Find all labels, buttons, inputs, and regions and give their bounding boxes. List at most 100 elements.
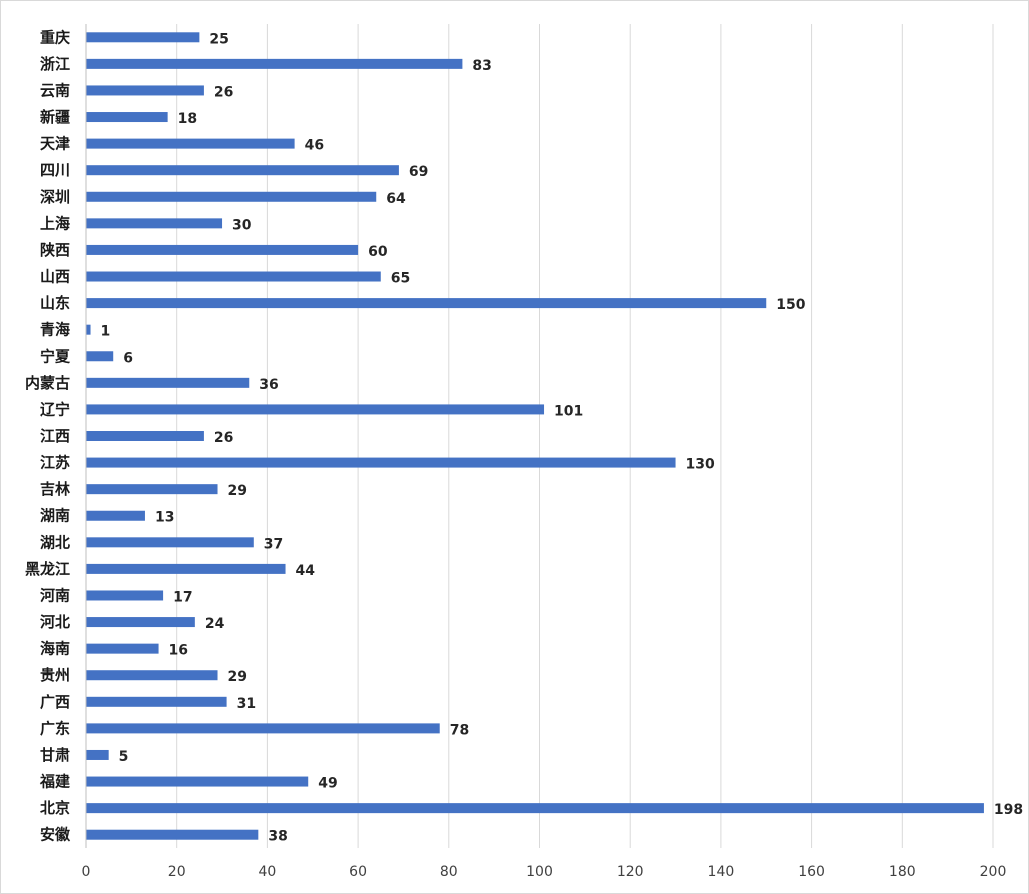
category-label: 甘肃	[40, 746, 70, 764]
category-label: 天津	[40, 135, 70, 153]
category-label: 新疆	[40, 108, 70, 126]
bar-山东	[86, 298, 767, 309]
x-tick-label: 100	[526, 864, 553, 880]
category-label: 北京	[40, 799, 70, 817]
data-label: 30	[232, 217, 252, 233]
data-label: 31	[237, 696, 256, 712]
bar-云南	[86, 85, 204, 96]
bar-浙江	[86, 58, 463, 69]
bar-上海	[86, 218, 223, 229]
category-label: 重庆	[40, 28, 70, 46]
bar-内蒙古	[86, 377, 250, 388]
bar-辽宁	[86, 404, 545, 415]
bar-福建	[86, 776, 309, 787]
data-label: 65	[391, 271, 410, 287]
data-label: 13	[155, 510, 174, 526]
x-tick-label: 180	[889, 864, 916, 880]
category-label: 吉林	[40, 480, 71, 498]
x-tick-label: 20	[168, 864, 186, 880]
data-label: 38	[268, 829, 287, 845]
data-label: 60	[368, 244, 388, 260]
category-labels: 重庆浙江云南新疆天津四川深圳上海陕西山西山东青海宁夏内蒙古辽宁江西江苏吉林湖南湖…	[25, 28, 71, 843]
category-label: 安徽	[40, 826, 71, 844]
bar-河南	[86, 590, 164, 601]
data-label: 16	[169, 643, 188, 659]
gridlines	[176, 24, 994, 848]
data-label: 6	[123, 350, 133, 366]
category-label: 江西	[40, 427, 70, 445]
category-label: 河南	[40, 586, 70, 604]
category-label: 河北	[40, 613, 70, 631]
data-label: 36	[259, 377, 278, 393]
bar-吉林	[86, 484, 218, 495]
data-label: 1	[101, 324, 111, 340]
category-label: 陕西	[40, 241, 70, 259]
bar-江苏	[86, 457, 676, 468]
bar-湖南	[86, 510, 145, 521]
data-label: 46	[305, 138, 324, 154]
category-label: 湖北	[40, 533, 70, 551]
data-label: 5	[119, 749, 129, 765]
category-label: 云南	[40, 81, 70, 99]
category-label: 内蒙古	[25, 374, 70, 392]
bar-广东	[86, 723, 440, 734]
data-label: 83	[472, 58, 491, 74]
category-label: 上海	[40, 214, 70, 232]
category-label: 湖南	[40, 507, 70, 525]
x-tick-label: 80	[440, 864, 458, 880]
bar-黑龙江	[86, 563, 286, 574]
category-label: 山西	[40, 268, 70, 286]
bar-山西	[86, 271, 381, 282]
bar-广西	[86, 696, 227, 707]
x-tick-label: 140	[708, 864, 735, 880]
category-label: 广东	[40, 719, 70, 737]
category-label: 贵州	[40, 666, 70, 684]
bar-陕西	[86, 244, 359, 255]
bar-重庆	[86, 32, 200, 43]
bar-河北	[86, 617, 195, 628]
data-label: 69	[409, 164, 428, 180]
category-label: 江苏	[40, 454, 70, 472]
category-label: 宁夏	[40, 347, 71, 365]
category-label: 辽宁	[40, 400, 70, 418]
bar-深圳	[86, 191, 377, 202]
bar-安徽	[86, 829, 259, 840]
data-labels: 2583261846696430606515016361012613029133…	[101, 31, 1024, 844]
x-tick-label: 0	[82, 864, 91, 880]
bar-江西	[86, 431, 204, 441]
category-label: 广西	[40, 693, 70, 711]
data-label: 18	[178, 111, 197, 127]
data-label: 150	[776, 297, 805, 313]
data-label: 29	[228, 483, 247, 499]
bar-贵州	[86, 670, 218, 681]
data-label: 130	[686, 457, 715, 473]
bar-青海	[86, 324, 91, 335]
category-label: 四川	[40, 161, 70, 179]
data-label: 64	[386, 191, 406, 207]
bar-宁夏	[86, 351, 114, 362]
data-label: 78	[450, 722, 469, 738]
data-label: 49	[318, 776, 337, 792]
data-label: 44	[296, 563, 316, 579]
data-label: 37	[264, 536, 283, 552]
data-label: 29	[228, 669, 247, 685]
category-label: 浙江	[40, 55, 70, 73]
bar-天津	[86, 138, 295, 149]
category-label: 深圳	[40, 188, 70, 206]
bar-新疆	[86, 112, 168, 123]
category-label: 山东	[40, 294, 70, 312]
category-label: 福建	[39, 773, 71, 791]
x-tick-label: 200	[980, 864, 1007, 880]
category-label: 黑龙江	[25, 560, 70, 578]
bar-北京	[86, 803, 984, 814]
x-tick-label: 60	[349, 864, 367, 880]
x-tick-labels: 0 20 40 60 80 100 120 140 160 180 200	[82, 864, 1007, 880]
data-label: 17	[173, 589, 192, 605]
data-label: 101	[554, 403, 583, 419]
data-label: 25	[209, 31, 228, 47]
bar-海南	[86, 643, 159, 654]
data-label: 26	[214, 84, 233, 100]
x-tick-label: 40	[258, 864, 276, 880]
